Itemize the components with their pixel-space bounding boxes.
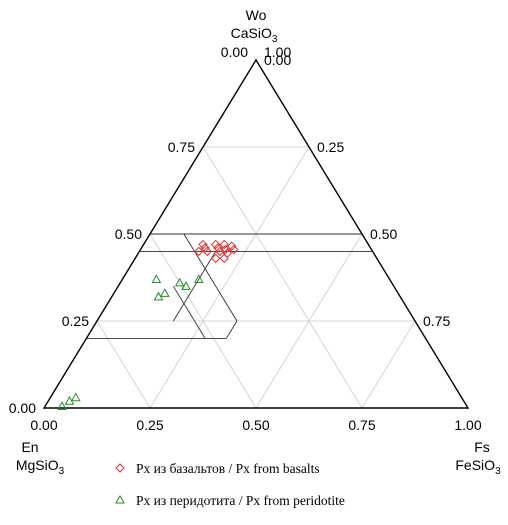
- peridotite-pyroxene-point: [57, 401, 67, 410]
- tick-labels: 0.000.000.250.25 0.750.500.50 0.500.750.75…: [9, 44, 482, 433]
- tick-label-right: 0.75: [423, 313, 450, 329]
- field-boundary-line: [225, 320, 238, 339]
- tick-label-bottom: 0.25: [136, 417, 163, 433]
- legend-label-basalts: Px из базальтов / Px from basalts: [136, 461, 320, 476]
- basalt-pyroxene-point: [215, 246, 225, 257]
- grid-line-fs: [149, 146, 310, 409]
- basalt-pyroxene-point: [213, 243, 223, 253]
- tick-label-right: 0.50: [370, 226, 397, 242]
- tick-label-right: 0.25: [317, 139, 344, 155]
- legend: Px из базальтов / Px from basalts Px из …: [115, 461, 345, 508]
- peridotite-pyroxene-point: [193, 274, 204, 283]
- grid-line-en: [202, 146, 363, 409]
- field-outlines: [86, 233, 373, 339]
- vertex-right-formula: FeSiO3: [455, 457, 501, 477]
- tick-label-bottom: 1.00: [454, 417, 481, 433]
- legend-item-peridotite: Px из перидотита / Px from peridotite: [115, 493, 345, 508]
- grid-line-en: [149, 233, 257, 409]
- peridotite-pyroxene-point: [70, 392, 81, 402]
- basalt-pyroxene-point: [211, 253, 221, 264]
- tick-label-bottom: 0.75: [348, 417, 375, 433]
- legend-item-basalts: Px из базальтов / Px from basalts: [115, 461, 320, 476]
- grid-lines: [96, 146, 416, 409]
- tick-label-left: 0.00: [9, 400, 36, 416]
- tick-label-bottom: 0.00: [30, 417, 57, 433]
- grid-line-en: [96, 320, 151, 409]
- legend-triangle-marker: [115, 494, 125, 504]
- grid-line-fs: [361, 320, 416, 409]
- tick-label-left: 0.50: [115, 226, 142, 242]
- peridotite-pyroxene-point: [151, 274, 162, 283]
- triangle-frame: [42, 58, 470, 409]
- vertex-left-formula: MgSiO3: [16, 457, 65, 477]
- tick-label-bottom: 0.50: [242, 417, 269, 433]
- basalt-pyroxene-point: [219, 253, 229, 264]
- basalt-pyroxene-point: [220, 244, 230, 255]
- peridotite-pyroxene-point: [153, 291, 164, 301]
- basalt-pyroxene-point: [226, 241, 237, 251]
- field-boundary-line: [172, 251, 217, 322]
- grid-line-fs: [255, 233, 363, 409]
- tick-label-left: 0.75: [168, 139, 195, 155]
- field-boundary-line: [183, 233, 238, 322]
- tick-label-top-left: 0.00: [221, 44, 248, 60]
- field-boundary-line: [172, 285, 206, 339]
- vertex-left-name: En: [21, 439, 38, 455]
- vertex-top-name: Wo: [246, 7, 267, 23]
- vertex-right-name: Fs: [474, 439, 490, 455]
- legend-diamond-marker: [115, 463, 125, 473]
- peridotite-pyroxene-point: [159, 288, 170, 297]
- tick-label-right: 0.00: [264, 52, 291, 68]
- legend-label-peridotite: Px из перидотита / Px from peridotite: [136, 493, 345, 508]
- data-points: [57, 239, 239, 410]
- tick-label-top-right: 1.00: [264, 44, 291, 60]
- basalt-pyroxene-point: [198, 239, 208, 250]
- basalt-pyroxene-point: [211, 239, 221, 250]
- basalt-pyroxene-point: [202, 246, 212, 257]
- peridotite-pyroxene-point: [181, 281, 191, 290]
- basalt-pyroxene-point: [219, 239, 229, 250]
- tick-label-left: 0.25: [62, 313, 89, 329]
- basalt-pyroxene-point: [194, 246, 204, 257]
- peridotite-pyroxene-point: [174, 277, 185, 287]
- vertex-top-formula: CaSiO3: [231, 25, 278, 45]
- basalt-pyroxene-point: [229, 244, 239, 255]
- basalt-pyroxene-point: [200, 243, 210, 253]
